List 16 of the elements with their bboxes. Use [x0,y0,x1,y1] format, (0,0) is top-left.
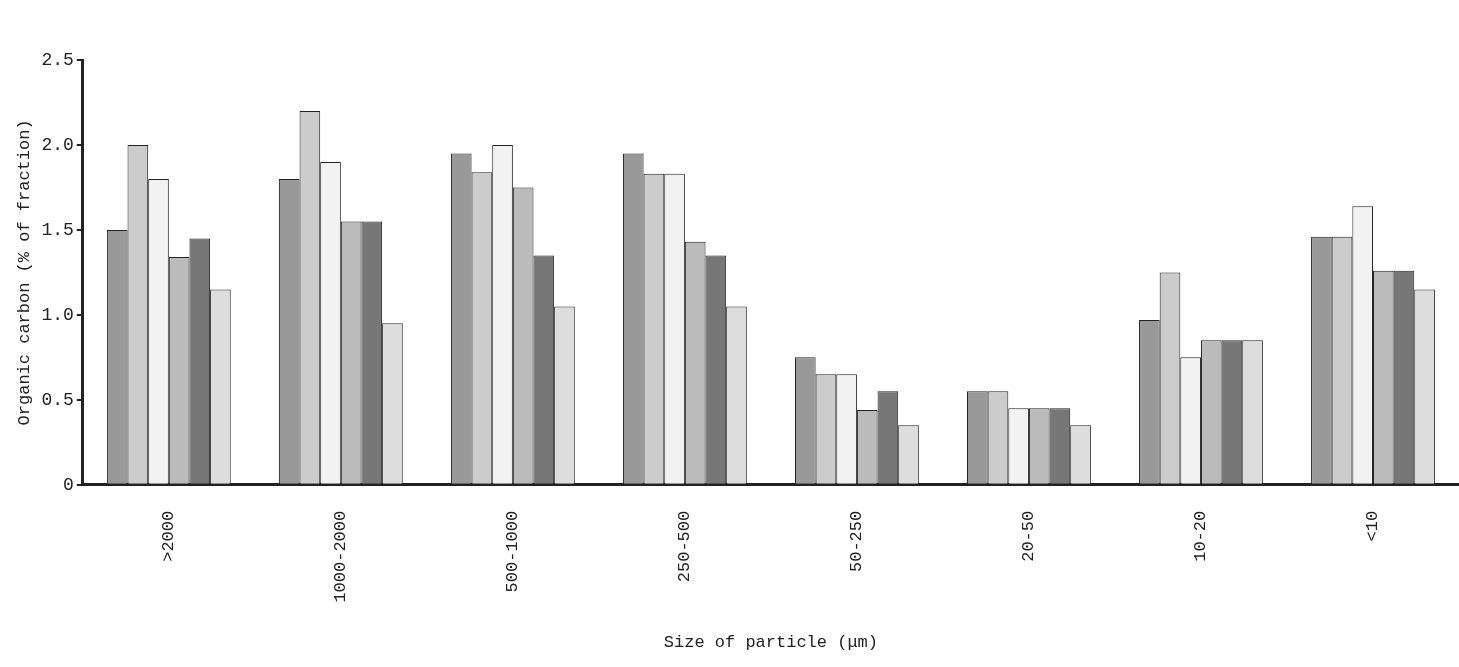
x-tick-label: 20-50 [1019,510,1039,562]
y-axis-title: Organic carbon (% of fraction) [14,119,34,426]
y-tick-label: 1.5 [41,219,74,240]
x-axis-title: Size of particle (μm) [663,633,879,653]
y-tick-label: 2.5 [41,49,74,70]
y-tick-label: 0.5 [41,389,74,410]
x-tick-label: 500-1000 [503,510,523,593]
x-tick-label: 250-500 [675,510,695,583]
x-tick-label: 10-20 [1191,510,1211,562]
y-tick-label: 0 [62,474,74,495]
x-tick-label: <10 [1363,510,1383,542]
x-tick-label: 50-250 [847,510,867,572]
y-tick-label: 1.0 [41,304,74,325]
x-tick-label: >2000 [159,510,179,562]
x-tick-label: 1000-2000 [331,510,351,603]
y-tick-label: 2.0 [41,134,74,155]
